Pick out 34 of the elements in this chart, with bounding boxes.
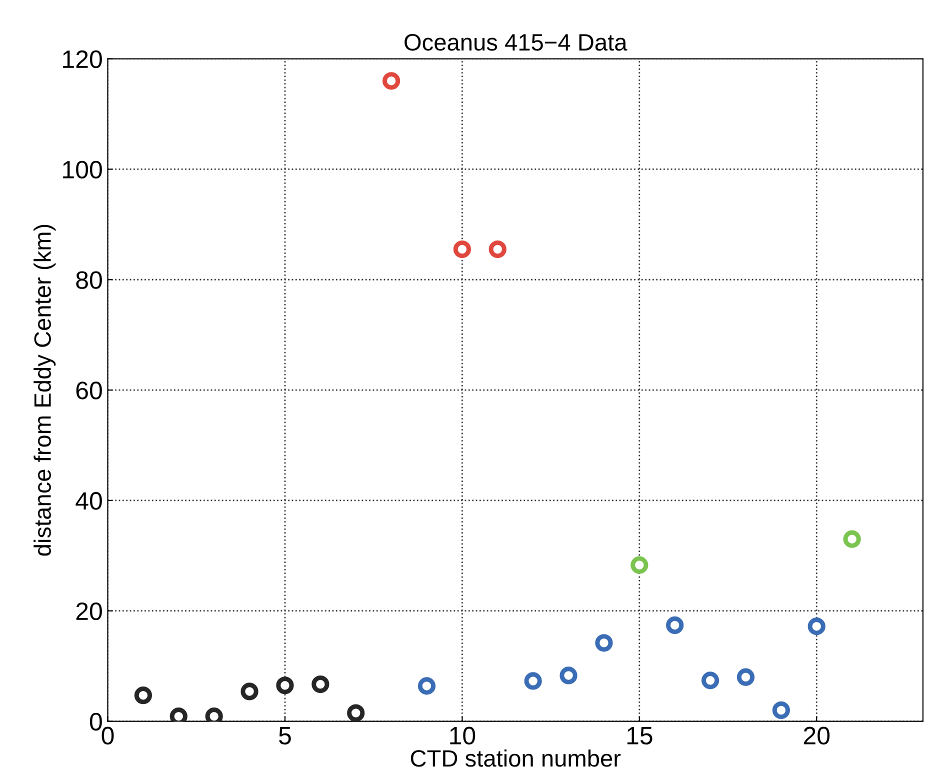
y-tick-label: 120 xyxy=(63,50,102,68)
point xyxy=(736,668,755,686)
y-tick-label: 40 xyxy=(76,492,102,510)
point xyxy=(240,682,258,700)
point xyxy=(524,672,542,690)
point xyxy=(630,556,648,574)
y-tick-label: 0 xyxy=(90,712,102,731)
x-tick-label: 15 xyxy=(627,727,652,745)
y-axis-title: distance from Eddy Center (km) xyxy=(34,224,56,556)
point xyxy=(488,240,506,258)
x-tick-label: 20 xyxy=(804,726,830,745)
point xyxy=(382,72,400,90)
x-tick-label: 10 xyxy=(450,726,476,745)
x-tick-label: 0 xyxy=(102,726,114,745)
y-tick-label: 20 xyxy=(76,602,102,620)
y-tick-label: 100 xyxy=(63,160,102,179)
x-axis-title: CTD station number xyxy=(410,749,621,767)
point xyxy=(453,240,471,258)
point xyxy=(347,704,365,722)
point xyxy=(843,530,861,548)
point xyxy=(808,618,826,636)
point xyxy=(312,675,330,694)
chart-title: Oceanus 415−4 Data xyxy=(404,34,628,51)
y-tick-label: 80 xyxy=(76,271,102,289)
point xyxy=(701,672,720,690)
point xyxy=(595,634,613,652)
point xyxy=(134,686,152,704)
point xyxy=(418,677,436,695)
y-tick-label: 60 xyxy=(76,382,102,400)
x-tick-label: 5 xyxy=(279,727,291,745)
point xyxy=(560,666,578,684)
point xyxy=(772,701,790,720)
point xyxy=(666,616,684,634)
point xyxy=(276,676,294,694)
